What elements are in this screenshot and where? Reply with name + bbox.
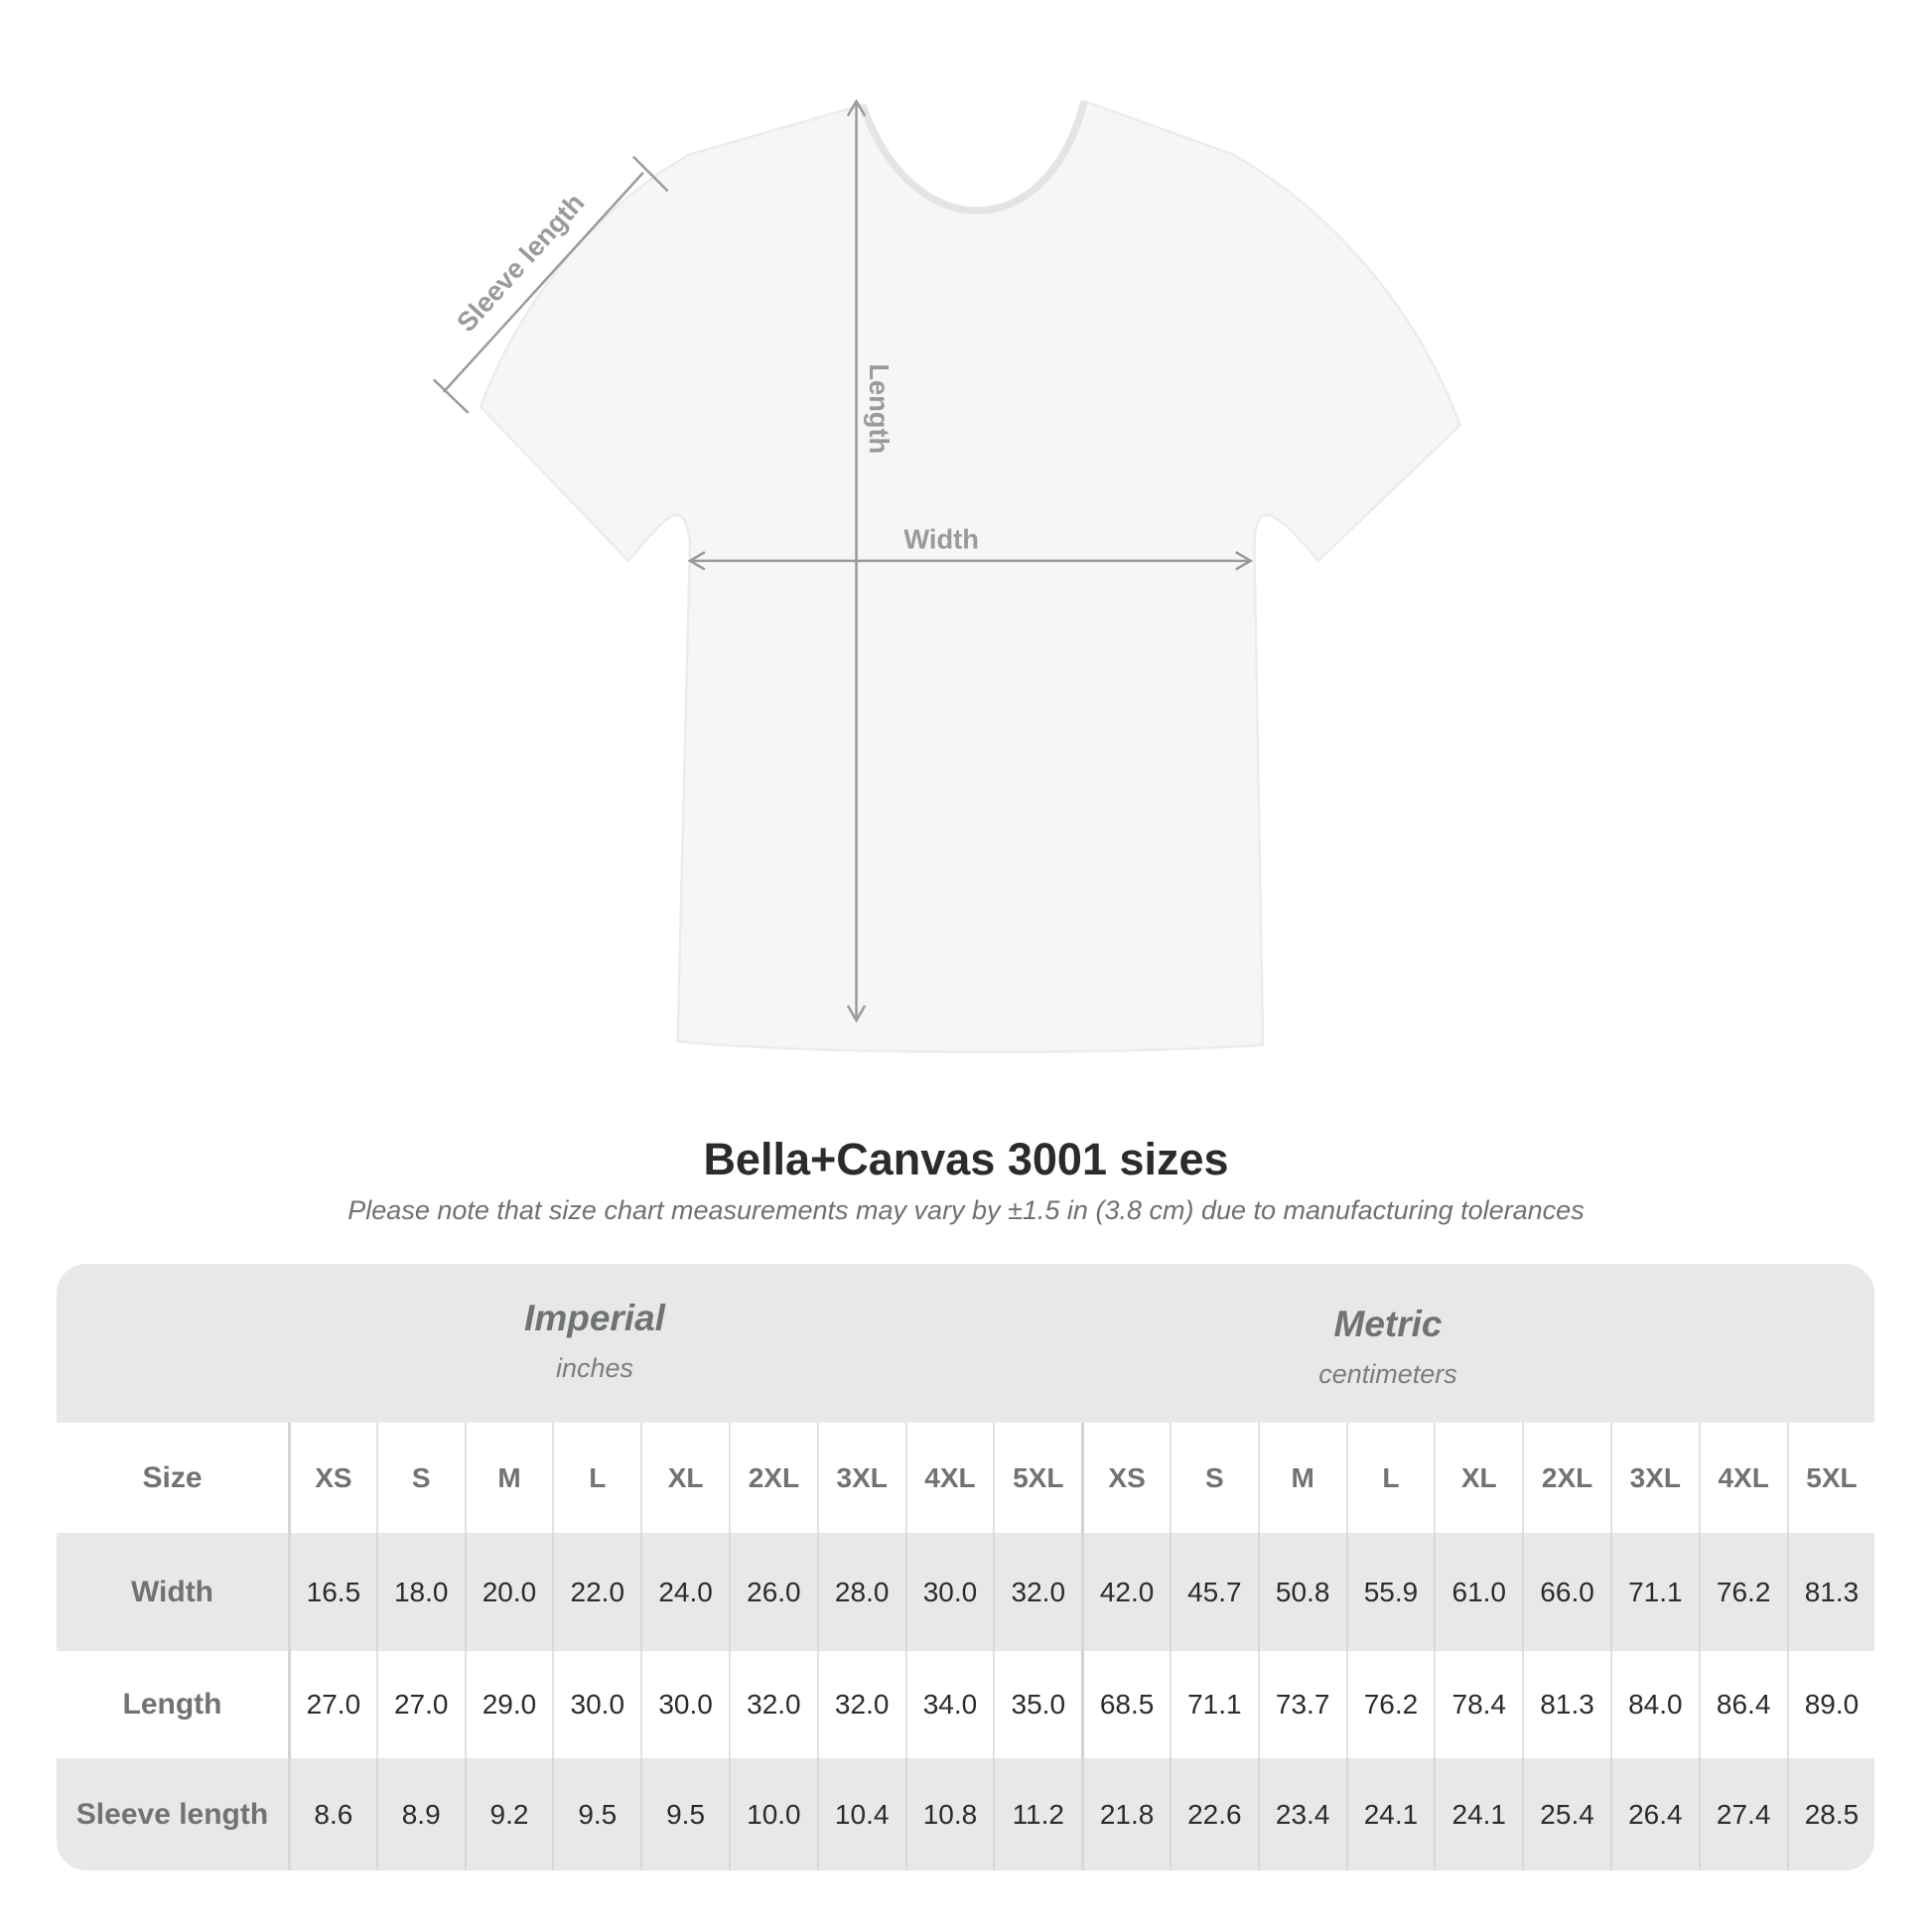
table-cell: 66.0 <box>1522 1533 1610 1651</box>
size-header-cell: 3XL <box>816 1423 905 1533</box>
table-cell: 50.8 <box>1257 1533 1346 1651</box>
table-cell: 10.4 <box>816 1758 905 1870</box>
table-row: Length 27.0 27.0 29.0 30.0 30.0 32.0 32.0 34.0 35… <box>57 1651 1874 1758</box>
table-cell: 55.9 <box>1345 1533 1435 1651</box>
table-cell: 28.5 <box>1786 1758 1874 1870</box>
table-cell: 81.3 <box>1522 1651 1610 1758</box>
size-header-cell: S <box>375 1423 465 1533</box>
table-cell: 26.4 <box>1609 1758 1699 1870</box>
unit-header: Imperial inches Metric centimeters <box>57 1264 1874 1423</box>
table-cell: 71.1 <box>1169 1651 1258 1758</box>
table-cell: 9.5 <box>640 1758 729 1870</box>
table-row: Width 16.5 18.0 20.0 22.0 24.0 26.0 28.0 30.0 32.… <box>57 1533 1874 1651</box>
size-header-cell: M <box>464 1423 553 1533</box>
imperial-unit: inches <box>555 1353 634 1383</box>
table-cell: 29.0 <box>464 1651 553 1758</box>
row-label: Size <box>142 1460 203 1494</box>
table-cell: 68.5 <box>1081 1651 1170 1758</box>
table-cell: 24.1 <box>1345 1758 1435 1870</box>
table-cell: 9.2 <box>464 1758 553 1870</box>
table-cell: 10.0 <box>728 1758 817 1870</box>
size-header-cell: L <box>552 1423 640 1533</box>
width-label: Width <box>903 523 979 554</box>
table-cell: 76.2 <box>1345 1651 1435 1758</box>
table-cell: 24.1 <box>1434 1758 1522 1870</box>
tshirt-image <box>479 99 1462 1053</box>
table-cell: 89.0 <box>1786 1651 1874 1758</box>
row-label: Length <box>122 1688 222 1721</box>
table-cell: 32.0 <box>993 1533 1081 1651</box>
chart-title: Bella+Canvas 3001 sizes <box>703 1134 1229 1184</box>
row-label: Width <box>130 1575 214 1608</box>
table-cell: 30.0 <box>552 1651 640 1758</box>
size-table: Imperial inches Metric centimeters Size X… <box>57 1264 1874 1870</box>
size-header-cell: XS <box>1081 1423 1170 1533</box>
table-cell: 9.5 <box>552 1758 640 1870</box>
table-cell: 23.4 <box>1257 1758 1346 1870</box>
table-cell: 32.0 <box>816 1651 905 1758</box>
chart-subtitle: Please note that size chart measurements… <box>347 1195 1585 1225</box>
table-cell: 26.0 <box>728 1533 817 1651</box>
table-cell: 34.0 <box>904 1651 994 1758</box>
table-cell: 25.4 <box>1522 1758 1610 1870</box>
measure-arrows <box>432 98 1254 1024</box>
table-cell: 35.0 <box>993 1651 1081 1758</box>
row-label: Sleeve length <box>75 1797 269 1831</box>
table-cell: 61.0 <box>1434 1533 1522 1651</box>
size-header-cell: XL <box>1434 1423 1522 1533</box>
table-cell: 22.0 <box>552 1533 640 1651</box>
table-cell: 45.7 <box>1169 1533 1258 1651</box>
table-cell: 8.9 <box>375 1758 465 1870</box>
table-cell: 76.2 <box>1698 1533 1787 1651</box>
size-header-cell: 3XL <box>1609 1423 1699 1533</box>
imperial-title: Imperial <box>524 1298 665 1338</box>
table-cell: 81.3 <box>1786 1533 1874 1651</box>
table-cell: 78.4 <box>1434 1651 1522 1758</box>
table-cell: 20.0 <box>464 1533 553 1651</box>
table-cell: 73.7 <box>1257 1651 1346 1758</box>
size-header-cell: M <box>1257 1423 1346 1533</box>
size-header-cell: 4XL <box>904 1423 994 1533</box>
size-header-cell: 2XL <box>728 1423 817 1533</box>
size-header-cell: L <box>1345 1423 1435 1533</box>
table-cell: 27.4 <box>1698 1758 1787 1870</box>
table-cell: 22.6 <box>1169 1758 1258 1870</box>
size-header-cell: 5XL <box>1786 1423 1874 1533</box>
table-cell: 27.0 <box>375 1651 465 1758</box>
table-cell: 30.0 <box>904 1533 994 1651</box>
size-header-cell: S <box>1169 1423 1258 1533</box>
table-cell: 32.0 <box>728 1651 817 1758</box>
table-cell: 84.0 <box>1609 1651 1699 1758</box>
size-header-cell: XL <box>640 1423 729 1533</box>
table-cell: 10.8 <box>904 1758 994 1870</box>
metric-unit: centimeters <box>1318 1359 1457 1389</box>
table-cell: 30.0 <box>640 1651 729 1758</box>
table-cell: 28.0 <box>816 1533 905 1651</box>
tshirt-diagram: Length Width Sleeve length <box>432 98 1462 1053</box>
metric-title: Metric <box>1333 1304 1443 1344</box>
imperial-header: Imperial inches <box>396 1298 793 1384</box>
table-row: Sleeve length 8.6 8.9 9.2 9.5 9.5 10.0 10.4 10.8… <box>57 1758 1874 1870</box>
table-cell: 86.4 <box>1698 1651 1787 1758</box>
table-cell: 16.5 <box>288 1533 376 1651</box>
table-cell: 71.1 <box>1609 1533 1699 1651</box>
table-cell: 11.2 <box>993 1758 1081 1870</box>
size-header-cell: 4XL <box>1698 1423 1787 1533</box>
size-header-cell: XS <box>288 1423 376 1533</box>
table-cell: 8.6 <box>288 1758 376 1870</box>
table-cell: 42.0 <box>1081 1533 1170 1651</box>
table-row: Size XS S M L XL 2XL 3XL 4XL 5XL XS S M L XL 2XL 3XL 4XL 5… <box>57 1423 1874 1533</box>
table-cell: 21.8 <box>1081 1758 1170 1870</box>
size-header-cell: 2XL <box>1522 1423 1610 1533</box>
length-label: Length <box>864 363 895 454</box>
table-cell: 27.0 <box>288 1651 376 1758</box>
table-cell: 24.0 <box>640 1533 729 1651</box>
table-cell: 18.0 <box>375 1533 465 1651</box>
metric-header: Metric centimeters <box>1189 1304 1587 1390</box>
size-header-cell: 5XL <box>993 1423 1081 1533</box>
